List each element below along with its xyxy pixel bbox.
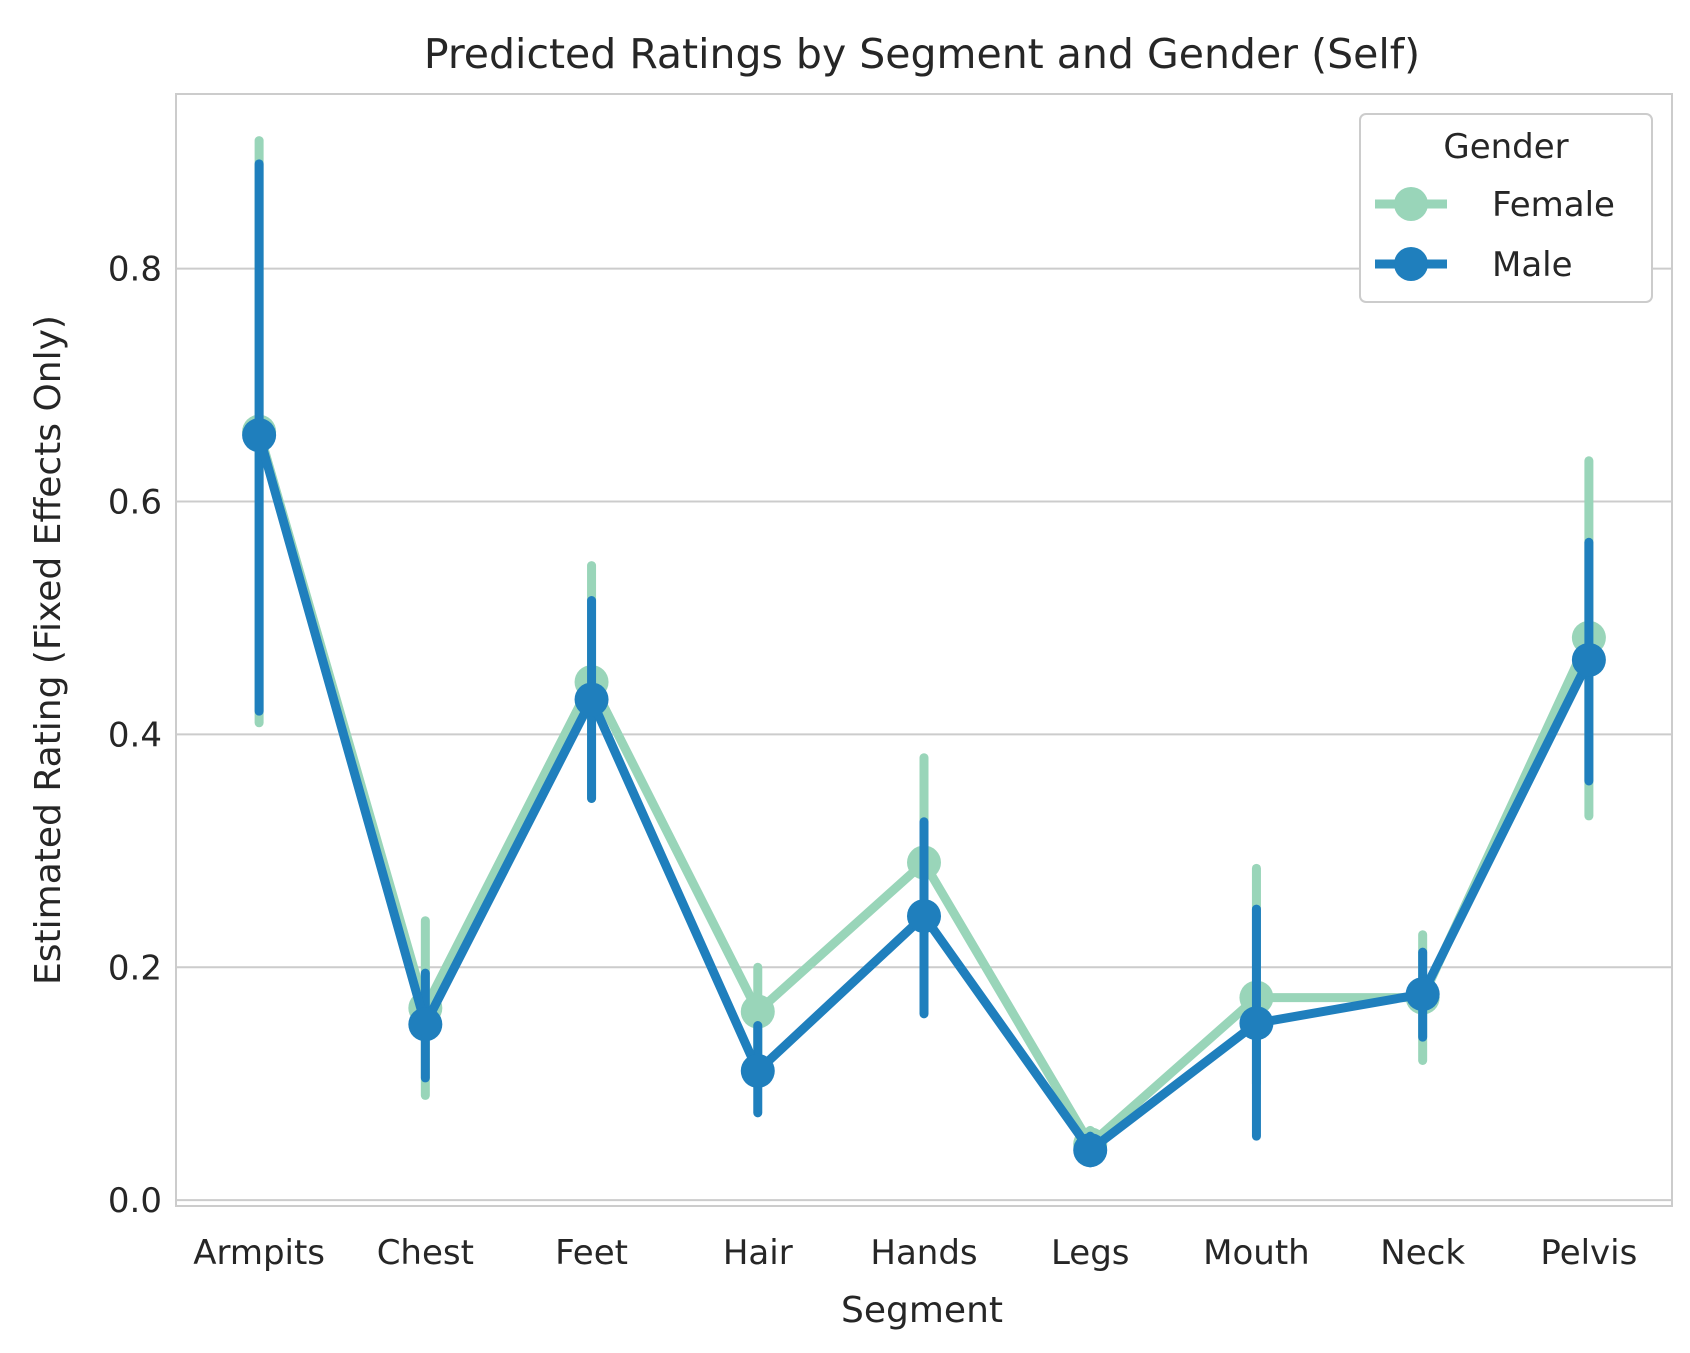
- y-gridlines: [176, 267, 1672, 1202]
- y-axis-label: Estimated Rating (Fixed Effects Only): [28, 315, 69, 985]
- x-tick-label-neck: Neck: [1380, 1233, 1465, 1273]
- y-tick-label-3: 0.6: [108, 483, 162, 523]
- male-point-8: [1571, 642, 1606, 677]
- x-tick-label-mouth: Mouth: [1203, 1233, 1310, 1273]
- y-tick-label-2: 0.4: [108, 715, 162, 755]
- legend: Gender Female Male: [1359, 113, 1653, 303]
- x-tick-label-armpits: Armpits: [193, 1233, 325, 1273]
- female-point-3: [740, 994, 775, 1029]
- x-axis-label: Segment: [841, 1290, 1003, 1331]
- plot-frame: [175, 93, 1673, 1207]
- series-layer: [242, 136, 1606, 1168]
- legend-box: [1359, 113, 1653, 303]
- male-point-7: [1405, 977, 1440, 1012]
- x-tick-label-hands: Hands: [870, 1233, 977, 1273]
- chart-title: Predicted Ratings by Segment and Gender …: [424, 30, 1420, 78]
- legend-marker-male: [1394, 247, 1428, 281]
- series-male: [242, 159, 1606, 1168]
- legend-label-male: Male: [1492, 245, 1573, 285]
- legend-items: Female Male: [1375, 185, 1615, 285]
- legend-title: Gender: [1443, 127, 1568, 167]
- y-tick-label-1: 0.2: [108, 948, 162, 988]
- legend-marker-female: [1394, 187, 1428, 221]
- male-point-2: [574, 682, 609, 717]
- male-point-1: [408, 1007, 443, 1042]
- male-point-3: [740, 1053, 775, 1088]
- male-point-5: [1073, 1133, 1108, 1168]
- y-tick-label-0: 0.0: [108, 1181, 162, 1221]
- x-tick-labels: Armpits Chest Feet Hair Hands Legs Mouth Neck Pe…: [193, 1233, 1637, 1273]
- y-tick-labels: 0.0 0.2 0.4 0.6 0.8: [108, 250, 162, 1222]
- legend-label-female: Female: [1492, 185, 1615, 225]
- male-point-0: [242, 418, 277, 453]
- x-tick-label-chest: Chest: [377, 1233, 474, 1273]
- x-tick-label-pelvis: Pelvis: [1540, 1233, 1637, 1273]
- male-point-6: [1239, 1006, 1274, 1041]
- y-tick-label-4: 0.8: [108, 250, 162, 290]
- male-point-4: [907, 899, 941, 934]
- x-tick-label-legs: Legs: [1051, 1233, 1130, 1273]
- x-tick-label-hair: Hair: [723, 1233, 793, 1273]
- x-tick-label-feet: Feet: [555, 1233, 628, 1273]
